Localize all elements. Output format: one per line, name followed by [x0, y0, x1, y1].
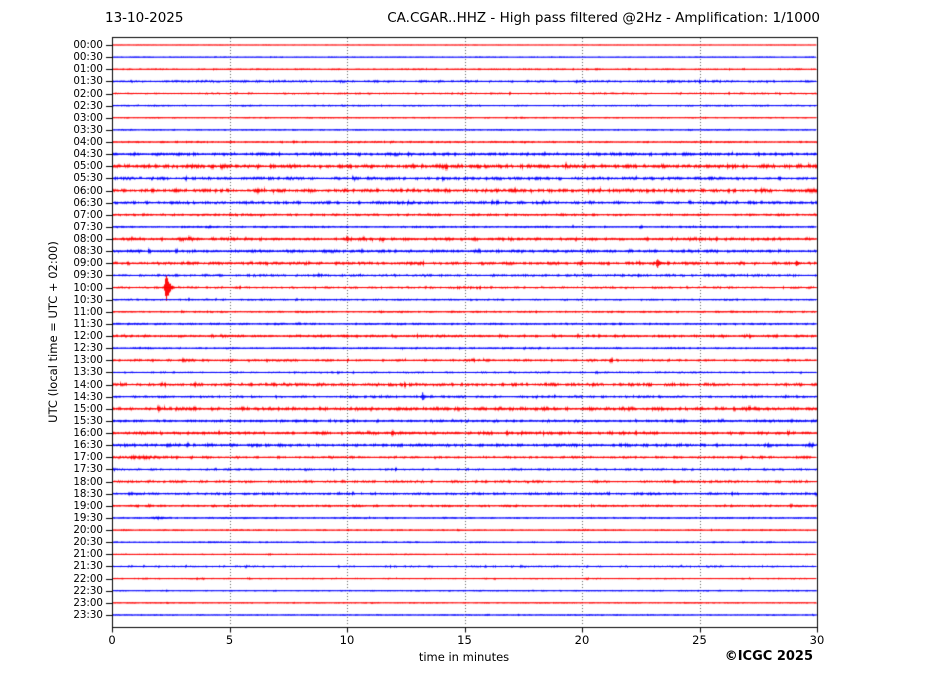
time-label-11:30: 11:30: [73, 317, 103, 330]
time-label-01:30: 01:30: [73, 75, 103, 88]
time-label-14:30: 14:30: [73, 390, 103, 403]
minute-tick-10: 10: [339, 633, 355, 647]
time-label-08:30: 08:30: [73, 245, 103, 258]
minute-tick-5: 5: [225, 633, 234, 647]
minute-tick-15: 15: [457, 633, 472, 647]
x-axis-label: time in minutes: [418, 650, 510, 664]
time-label-16:00: 16:00: [73, 427, 103, 440]
minute-tick-20: 20: [574, 633, 590, 647]
time-label-18:00: 18:00: [73, 475, 103, 488]
copyright-label: ©ICGC 2025: [724, 649, 813, 664]
time-label-21:00: 21:00: [73, 548, 103, 561]
time-label-20:00: 20:00: [73, 524, 103, 537]
time-label-18:30: 18:30: [73, 487, 103, 500]
time-label-22:30: 22:30: [73, 584, 103, 597]
time-label-11:00: 11:00: [73, 305, 103, 318]
time-label-02:00: 02:00: [73, 87, 103, 100]
minute-tick-0: 0: [108, 633, 116, 647]
minute-tick-30: 30: [809, 633, 825, 647]
time-label-10:00: 10:00: [73, 281, 103, 294]
time-label-13:00: 13:00: [73, 354, 103, 367]
time-label-02:30: 02:30: [73, 99, 103, 112]
time-label-07:30: 07:30: [73, 220, 103, 233]
date-label: 13-10-2025: [105, 10, 184, 26]
time-label-20:30: 20:30: [73, 536, 103, 549]
time-label-09:00: 09:00: [73, 257, 103, 270]
time-label-23:30: 23:30: [73, 609, 103, 621]
time-label-04:30: 04:30: [73, 148, 103, 161]
time-label-06:30: 06:30: [73, 196, 103, 209]
time-label-16:30: 16:30: [73, 439, 103, 452]
time-label-10:30: 10:30: [73, 293, 103, 306]
time-label-17:30: 17:30: [73, 463, 103, 476]
time-label-00:00: 00:00: [73, 39, 103, 51]
time-label-00:30: 00:30: [73, 51, 103, 64]
time-label-15:00: 15:00: [73, 402, 103, 415]
time-label-07:00: 07:00: [73, 208, 103, 221]
minute-tick-25: 25: [692, 633, 707, 647]
time-label-05:30: 05:30: [73, 172, 103, 185]
time-label-08:00: 08:00: [73, 233, 103, 246]
time-label-12:00: 12:00: [73, 330, 103, 343]
time-label-19:00: 19:00: [73, 499, 103, 512]
time-label-12:30: 12:30: [73, 342, 103, 355]
time-label-09:30: 09:30: [73, 269, 103, 282]
time-label-03:00: 03:00: [73, 111, 103, 124]
time-label-17:00: 17:00: [73, 451, 103, 464]
time-label-01:00: 01:00: [73, 63, 103, 76]
time-label-21:30: 21:30: [73, 560, 103, 573]
time-label-14:00: 14:00: [73, 378, 103, 391]
time-label-13:30: 13:30: [73, 366, 103, 379]
time-label-05:00: 05:00: [73, 160, 103, 173]
time-label-04:00: 04:00: [73, 136, 103, 149]
time-label-19:30: 19:30: [73, 511, 103, 524]
time-label-15:30: 15:30: [73, 414, 103, 427]
plot-title: CA.CGAR..HHZ - High pass filtered @2Hz -…: [387, 10, 820, 26]
time-label-03:30: 03:30: [73, 123, 103, 136]
time-label-06:00: 06:00: [73, 184, 103, 197]
time-label-23:00: 23:00: [73, 596, 103, 609]
time-label-22:00: 22:00: [73, 572, 103, 585]
